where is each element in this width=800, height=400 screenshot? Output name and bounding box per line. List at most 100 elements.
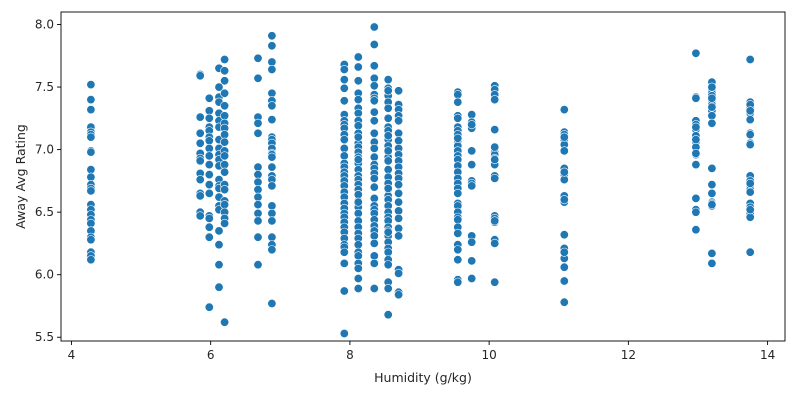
data-point — [453, 97, 463, 107]
y-tick-label: 8.0 — [35, 18, 54, 32]
data-point — [253, 53, 263, 63]
data-point — [745, 178, 755, 188]
data-point — [267, 41, 277, 51]
data-point — [369, 173, 379, 183]
data-point — [253, 73, 263, 83]
data-point — [383, 86, 393, 96]
data-point — [453, 188, 463, 198]
data-point — [383, 156, 393, 166]
data-point — [394, 128, 404, 138]
data-point — [490, 142, 500, 152]
y-tick-label: 5.5 — [35, 330, 54, 344]
data-point — [691, 148, 701, 158]
data-point — [339, 258, 349, 268]
data-point — [369, 39, 379, 49]
data-point — [394, 180, 404, 190]
data-point — [195, 138, 205, 148]
data-point — [394, 213, 404, 223]
data-point — [220, 218, 230, 228]
data-point — [369, 96, 379, 106]
data-point — [220, 111, 230, 121]
data-point — [353, 108, 363, 118]
data-point — [369, 143, 379, 153]
data-point — [707, 188, 717, 198]
data-point — [195, 71, 205, 81]
data-point — [195, 211, 205, 221]
data-point — [353, 190, 363, 200]
data-point — [214, 226, 224, 236]
data-point — [339, 247, 349, 257]
data-point — [559, 276, 569, 286]
data-point — [559, 230, 569, 240]
data-point — [369, 283, 379, 293]
data-point — [383, 165, 393, 175]
data-point — [383, 247, 393, 257]
data-point — [453, 245, 463, 255]
data-point — [691, 207, 701, 217]
data-point — [745, 115, 755, 125]
data-point — [267, 115, 277, 125]
data-point — [394, 188, 404, 198]
data-point — [253, 170, 263, 180]
y-tick-label: 6.0 — [35, 268, 54, 282]
data-point — [369, 73, 379, 83]
data-point — [559, 146, 569, 156]
data-point — [467, 160, 477, 170]
data-point — [353, 251, 363, 261]
data-point — [253, 200, 263, 210]
data-point — [490, 216, 500, 226]
data-point — [369, 22, 379, 32]
data-point — [559, 132, 569, 142]
data-point — [369, 128, 379, 138]
data-point — [220, 200, 230, 210]
data-point — [204, 170, 214, 180]
data-point — [394, 290, 404, 300]
data-point — [559, 105, 569, 115]
data-point — [467, 237, 477, 247]
data-point — [220, 167, 230, 177]
data-point — [745, 247, 755, 257]
data-point — [214, 240, 224, 250]
y-tick-label: 7.0 — [35, 143, 54, 157]
data-point — [267, 298, 277, 308]
data-point — [707, 180, 717, 190]
data-point — [220, 151, 230, 161]
data-point — [383, 310, 393, 320]
data-point — [353, 76, 363, 86]
data-point — [707, 258, 717, 268]
x-axis-ticks: 4 6 8 10 12 14 — [68, 341, 775, 362]
data-point — [707, 93, 717, 103]
data-point — [253, 185, 263, 195]
data-point — [220, 185, 230, 195]
y-tick-label: 6.5 — [35, 205, 54, 219]
data-point — [383, 260, 393, 270]
data-point — [369, 61, 379, 71]
data-point — [267, 245, 277, 255]
data-point — [353, 52, 363, 62]
data-point — [394, 268, 404, 278]
data-point — [490, 95, 500, 105]
data-point — [490, 155, 500, 165]
data-point — [353, 197, 363, 207]
data-point — [86, 235, 96, 245]
data-point — [453, 228, 463, 238]
data-point — [394, 223, 404, 233]
data-point — [353, 208, 363, 218]
data-point — [204, 188, 214, 198]
data-point — [253, 118, 263, 128]
data-point — [691, 193, 701, 203]
data-point — [204, 180, 214, 190]
data-point — [467, 273, 477, 283]
data-point — [559, 262, 569, 272]
data-point — [490, 277, 500, 287]
x-tick-label: 12 — [621, 348, 636, 362]
data-point — [204, 302, 214, 312]
data-point — [467, 110, 477, 120]
data-point — [204, 106, 214, 116]
data-point — [394, 231, 404, 241]
data-point — [453, 113, 463, 123]
data-point — [339, 65, 349, 75]
data-point — [220, 130, 230, 140]
data-point — [86, 80, 96, 90]
data-point — [339, 83, 349, 93]
